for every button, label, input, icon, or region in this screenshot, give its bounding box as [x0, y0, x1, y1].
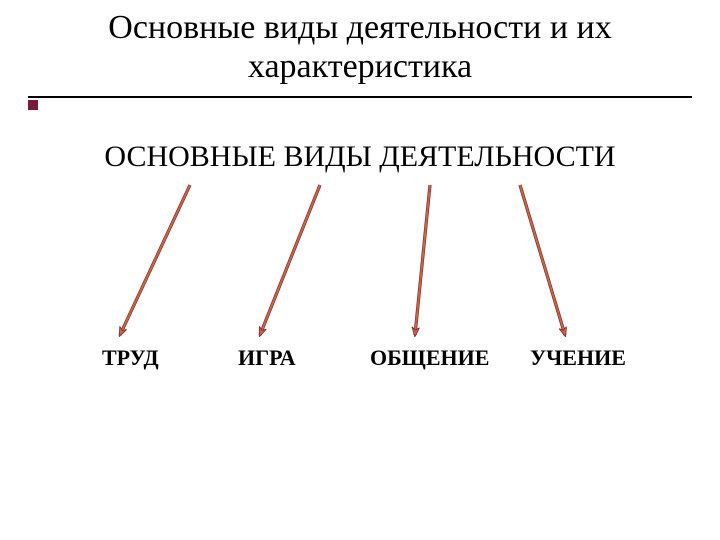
slide: Основные виды деятельности и их характер… — [0, 0, 720, 540]
arrow-2 — [260, 185, 320, 335]
category-label-2: ИГРА — [238, 345, 296, 371]
subtitle: ОСНОВНЫЕ ВИДЫ ДЕЯТЕЛЬНОСТИ — [0, 140, 720, 174]
title-line-2: характеристика — [248, 48, 472, 85]
arrow-3 — [415, 185, 430, 335]
title-underline — [28, 96, 692, 98]
category-label-1: ТРУД — [102, 345, 159, 371]
arrow-1 — [120, 185, 190, 335]
title-line-1: Основные виды деятельности и их — [108, 9, 611, 46]
arrow-3 — [415, 185, 430, 335]
arrow-2 — [260, 185, 320, 335]
category-label-3: ОБЩЕНИЕ — [370, 345, 489, 371]
slide-title: Основные виды деятельности и их характер… — [0, 8, 720, 86]
arrow-4 — [520, 185, 565, 335]
category-label-4: УЧЕНИЕ — [530, 345, 626, 371]
arrow-1 — [120, 185, 190, 335]
bullet-icon — [28, 100, 38, 110]
arrow-4 — [520, 185, 565, 335]
